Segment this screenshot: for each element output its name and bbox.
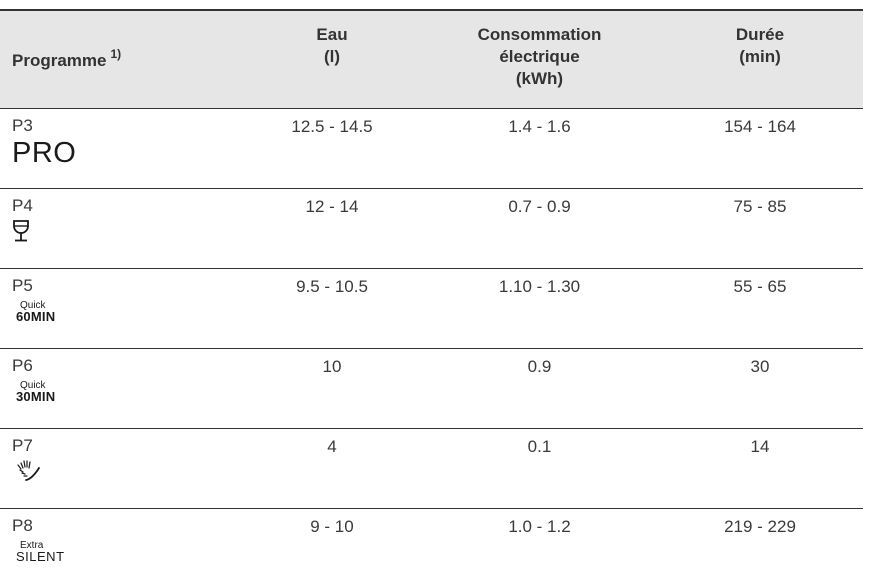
table-row: P6 Quick 30MIN 10 0.9 30 — [0, 348, 863, 429]
duration-value: 219 - 229 — [724, 516, 796, 536]
water-value: 4 — [242, 428, 422, 509]
programme-cell: P6 Quick 30MIN — [0, 348, 242, 429]
header-energy-label-2: électrique — [499, 47, 580, 66]
symbol-bottom-text: 60MIN — [16, 308, 56, 324]
header-programme-label: Programme — [12, 51, 107, 71]
water-value: 9 - 10 — [310, 516, 354, 536]
duration-value: 30 — [657, 348, 863, 429]
table-row: P5 Quick 60MIN 9.5 - 10.5 1.10 - 1.30 55… — [0, 268, 863, 349]
programme-code: P6 — [12, 355, 33, 375]
header-energy-unit: (kWh) — [515, 69, 564, 88]
table-body: P3 PRO 12.5 - 14.5 1.4 - 1.6 154 - 164 P… — [0, 108, 863, 588]
symbol-bottom-text: SILENT — [16, 548, 65, 564]
water-value: 10 — [242, 348, 422, 429]
duration-value: 55 - 65 — [657, 268, 863, 349]
duration-value: 75 - 85 — [657, 188, 863, 269]
programme-cell: P4 — [0, 188, 242, 269]
water-value: 9.5 - 10.5 — [242, 268, 422, 349]
energy-value: 0.7 - 0.9 — [422, 188, 657, 269]
duration-value: 14 — [657, 428, 863, 509]
programme-code: P8 — [12, 515, 33, 535]
table-row: P3 PRO 12.5 - 14.5 1.4 - 1.6 154 - 164 — [0, 108, 863, 189]
programme-cell: P3 PRO — [0, 108, 242, 189]
programme-code: P3 — [12, 115, 33, 135]
programme-code: P5 — [12, 275, 33, 295]
programme-cell: P7 — [0, 428, 242, 509]
water-value: 12.5 - 14.5 — [242, 108, 422, 189]
pro-label: PRO — [12, 136, 77, 169]
water-value: 12 - 14 — [242, 188, 422, 269]
energy-value: 1.4 - 1.6 — [422, 108, 657, 189]
header-duration-label: Durée — [735, 25, 785, 44]
header-duration: Durée (min) — [657, 9, 863, 109]
symbol-top-text: Extra — [20, 539, 44, 551]
header-programme: Programme 1) — [0, 9, 242, 109]
energy-value: 1.10 - 1.30 — [422, 268, 657, 349]
table-row: P8 Extra SILENT 9 - 10 1.0 - 1.2 219 - 2… — [0, 508, 863, 588]
energy-value: 0.9 — [422, 348, 657, 429]
header-row: Programme 1) Eau (l) Consommation électri… — [0, 9, 863, 109]
symbol-top-text: Quick — [20, 299, 46, 311]
quick-60min-label: Quick 60MIN — [16, 299, 242, 324]
programme-cell: P8 Extra SILENT — [0, 508, 242, 588]
programme-cell: P5 Quick 60MIN — [0, 268, 242, 349]
extra-silent-label: Extra SILENT — [16, 539, 242, 564]
programme-code: P7 — [12, 435, 33, 455]
wine-glass-icon — [12, 219, 242, 248]
rinse-spray-icon — [12, 459, 242, 488]
quick-30min-label: Quick 30MIN — [16, 379, 242, 404]
header-water: Eau (l) — [242, 9, 422, 109]
symbol-bottom-text: 30MIN — [16, 388, 56, 404]
programme-code: P4 — [12, 195, 33, 215]
energy-value: 1.0 - 1.2 — [508, 516, 571, 536]
table-row: P4 12 - 14 0.7 - 0.9 75 - 85 — [0, 188, 863, 269]
header-water-label: Eau — [316, 25, 348, 44]
footnote-marker: 1) — [110, 47, 122, 62]
header-energy: Consommation électrique (kWh) — [422, 9, 657, 109]
header-energy-label-1: Consommation — [477, 25, 602, 44]
table-header: Programme 1) Eau (l) Consommation électri… — [0, 9, 863, 109]
table-row: P7 — [0, 428, 863, 509]
energy-value: 0.1 — [422, 428, 657, 509]
header-water-unit: (l) — [323, 47, 341, 66]
duration-value: 154 - 164 — [657, 108, 863, 189]
header-duration-unit: (min) — [739, 47, 781, 66]
consumption-table: Programme 1) Eau (l) Consommation électri… — [0, 9, 863, 588]
symbol-top-text: Quick — [20, 379, 46, 391]
